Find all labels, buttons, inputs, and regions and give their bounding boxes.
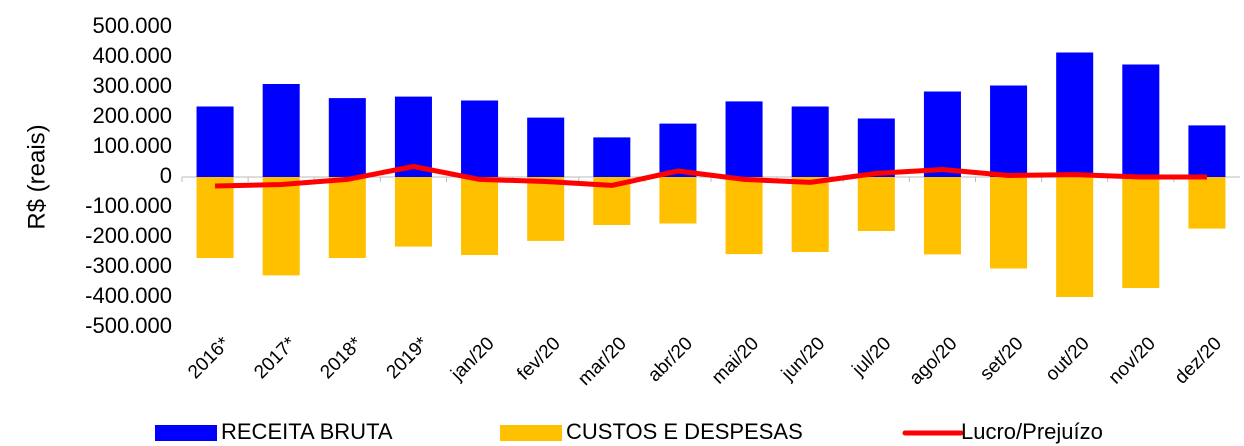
x-tick-label: abr/20: [644, 333, 697, 386]
y-tick-label: 400.000: [92, 43, 172, 68]
bar: [725, 177, 763, 255]
y-tick-label: 100.000: [92, 133, 172, 158]
bar: [196, 106, 234, 177]
x-tick-label: dez/20: [1171, 333, 1226, 388]
x-tick-label: ago/20: [906, 333, 962, 389]
bar: [527, 117, 565, 177]
bar: [791, 177, 829, 252]
bar: [196, 177, 234, 258]
bar: [1122, 64, 1160, 177]
y-axis-label: R$ (reais): [23, 124, 50, 229]
y-tick-label: 300.000: [92, 73, 172, 98]
bar: [394, 177, 432, 247]
bar: [328, 98, 366, 177]
bar: [990, 85, 1028, 177]
y-tick-label: 0: [160, 163, 172, 188]
bar: [1188, 177, 1226, 229]
bar: [725, 101, 763, 177]
bar: [1056, 177, 1094, 297]
x-tick-label: jan/20: [446, 333, 498, 385]
bar: [394, 96, 432, 177]
x-tick-label: mai/20: [708, 333, 763, 388]
bar: [659, 123, 697, 177]
x-tick-label: 2018*: [316, 333, 366, 383]
bar: [593, 137, 631, 177]
bar: [923, 91, 961, 177]
legend-label: RECEITA BRUTA: [221, 419, 393, 444]
bar: [659, 177, 697, 224]
y-tick-label: 200.000: [92, 103, 172, 128]
bar: [461, 100, 499, 177]
x-tick-label: nov/20: [1105, 333, 1160, 388]
bar: [791, 106, 829, 177]
bar: [328, 177, 366, 258]
line: [215, 164, 1207, 189]
y-tick-label: -100.000: [85, 193, 172, 218]
bar: [990, 177, 1028, 269]
x-tick-label: mar/20: [574, 333, 631, 390]
bar: [857, 177, 895, 231]
x-tick-label: jul/20: [848, 333, 896, 381]
x-tick-label: 2017*: [250, 333, 300, 383]
bar: [262, 84, 300, 177]
y-tick-label: 500.000: [92, 13, 172, 38]
bar: [1122, 177, 1160, 288]
x-tick-label: 2019*: [383, 333, 433, 383]
bar: [527, 177, 565, 241]
y-tick-label: -300.000: [85, 253, 172, 278]
x-tick-label: jun/20: [777, 333, 829, 385]
bar: [1188, 125, 1226, 177]
y-tick-label: -500.000: [85, 313, 172, 338]
legend-swatch: [155, 425, 217, 441]
x-tick-label: set/20: [976, 333, 1027, 384]
legend-swatch: [500, 425, 562, 441]
x-tick-label: 2016*: [184, 333, 234, 383]
bar: [461, 177, 499, 255]
bar: [1056, 52, 1094, 177]
y-tick-label: -400.000: [85, 283, 172, 308]
bar: [262, 177, 300, 276]
bar: [923, 177, 961, 255]
x-tick-label: fev/20: [513, 333, 564, 384]
y-tick-label: -200.000: [85, 223, 172, 248]
legend-label: Lucro/Prejuízo: [961, 419, 1103, 444]
x-tick-label: out/20: [1042, 333, 1094, 385]
bar: [857, 118, 895, 177]
legend-label: CUSTOS E DESPESAS: [566, 419, 803, 444]
